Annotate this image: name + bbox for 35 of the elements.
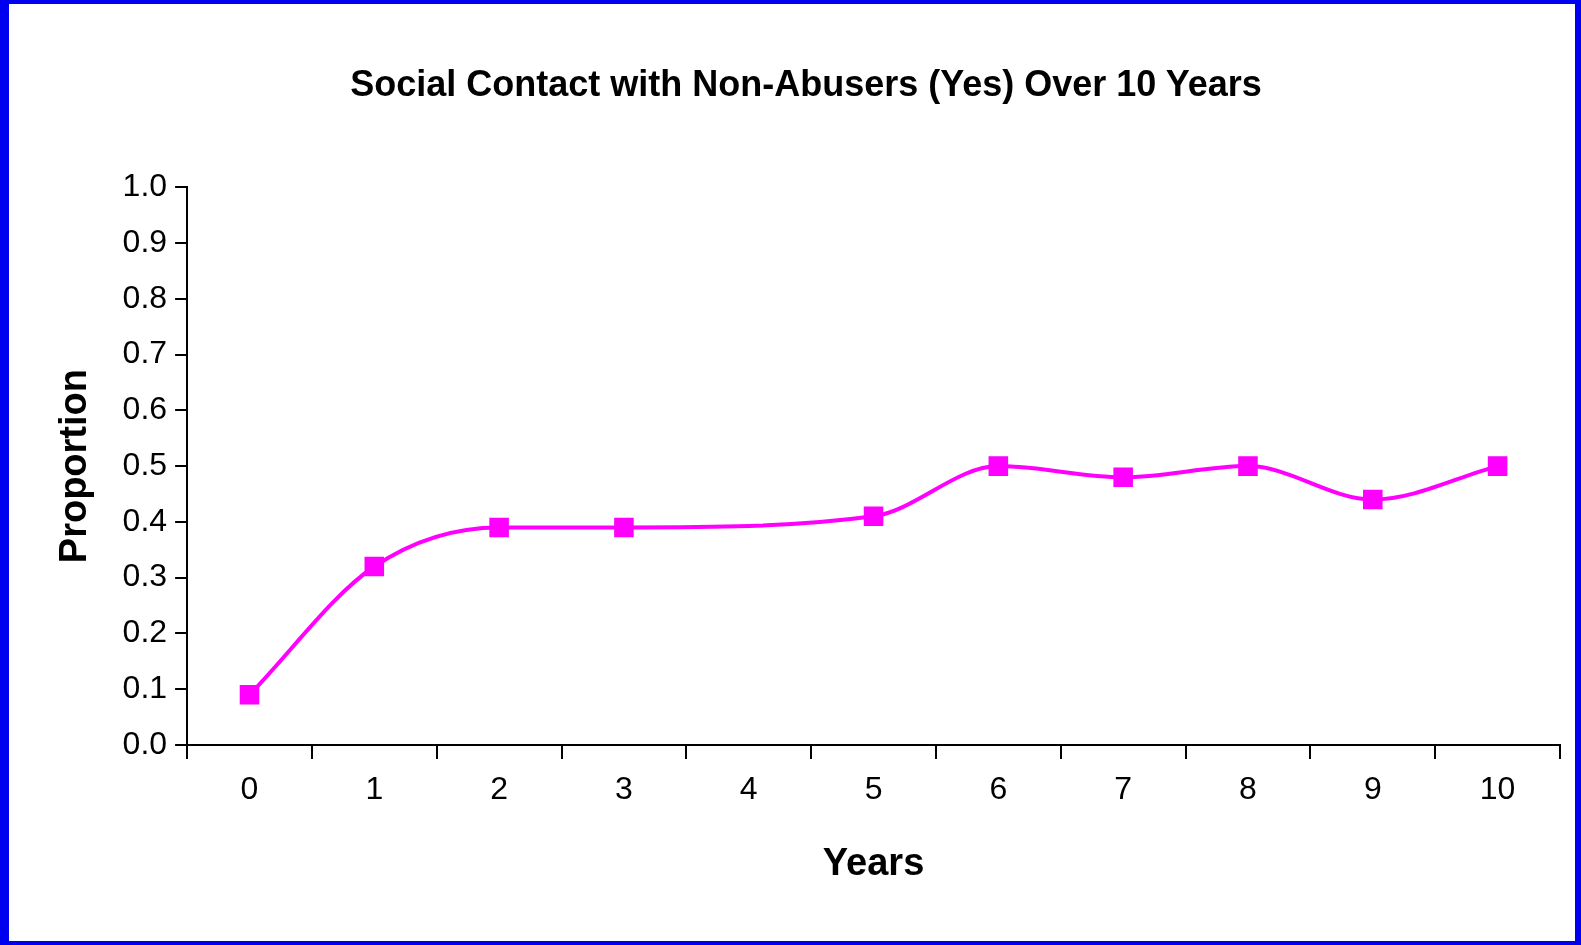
y-tick-label: 0.6 xyxy=(122,390,168,427)
y-tick-label: 0.1 xyxy=(122,669,168,706)
point xyxy=(1363,489,1383,510)
y-tick-label: 0.5 xyxy=(122,445,168,482)
y-tick-label: 0.8 xyxy=(122,278,168,315)
point xyxy=(239,685,260,705)
x-tick-label: 9 xyxy=(1363,770,1382,807)
x-tick-label: 7 xyxy=(1114,770,1133,807)
y-tick-label: 0.7 xyxy=(122,334,168,371)
point xyxy=(1113,467,1133,488)
y-tick-label: 1.0 xyxy=(122,167,168,204)
point xyxy=(988,456,1009,476)
x-tick-label: 0 xyxy=(240,770,259,807)
x-tick-label: 10 xyxy=(1479,770,1516,807)
y-tick-label: 0.3 xyxy=(122,557,168,594)
x-axis-title: Years xyxy=(822,840,925,883)
x-tick-label: 5 xyxy=(864,770,883,807)
point xyxy=(614,517,634,538)
x-tick-label: 3 xyxy=(615,770,633,807)
y-tick-label: 0.0 xyxy=(122,724,168,761)
y-axis-title: Proportion xyxy=(52,369,95,564)
point xyxy=(364,556,385,577)
point xyxy=(489,517,509,538)
x-tick-label: 8 xyxy=(1239,770,1257,807)
x-tick-label: 4 xyxy=(739,770,758,807)
y-tick-label: 0.9 xyxy=(122,222,168,259)
chart-title: Social Contact with Non-Abusers (Yes) Over 10 Years xyxy=(350,62,1262,104)
point xyxy=(863,506,884,527)
y-tick-label: 0.4 xyxy=(122,501,168,538)
y-tick-label: 0.2 xyxy=(122,613,168,650)
x-tick-label: 1 xyxy=(365,770,384,807)
x-tick-label: 6 xyxy=(989,770,1008,807)
point xyxy=(1487,456,1508,476)
point xyxy=(1238,456,1258,476)
x-tick-label: 2 xyxy=(490,770,509,807)
